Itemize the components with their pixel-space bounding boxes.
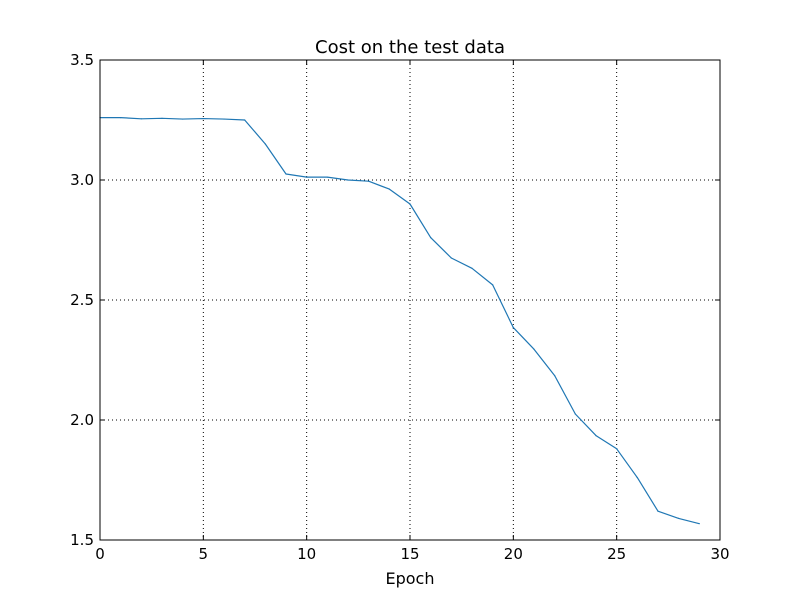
data-point	[202, 117, 204, 120]
y-tick-label: 1.5	[70, 531, 94, 549]
data-point	[285, 173, 287, 175]
x-tick-label: 25	[607, 545, 626, 563]
data-point	[388, 188, 390, 190]
x-tick-label: 15	[400, 545, 419, 563]
data-point	[657, 510, 659, 512]
data-point	[368, 180, 370, 182]
tick-labels: 0 5 10 15 20 25 30 1.5 2.0 2.5 3.0 3.5	[70, 51, 729, 563]
data-point	[182, 118, 184, 120]
data-point	[264, 143, 266, 145]
series-line	[100, 116, 700, 525]
y-tick-label: 3.0	[70, 171, 94, 189]
chart-title: Cost on the test data	[315, 37, 505, 58]
data-point	[450, 257, 452, 259]
data-point	[533, 348, 535, 350]
data-point	[244, 119, 246, 121]
data-point	[347, 179, 349, 181]
data-point	[409, 203, 411, 205]
x-tick-label: 10	[297, 545, 316, 563]
data-point	[512, 327, 514, 329]
data-point	[471, 267, 473, 269]
data-point	[678, 517, 680, 520]
x-tick-label: 30	[710, 545, 729, 563]
data-point	[161, 117, 163, 119]
data-point	[223, 118, 225, 120]
data-point	[306, 176, 308, 178]
data-point	[492, 284, 494, 286]
y-tick-label: 2.5	[70, 291, 94, 309]
x-tick-label: 5	[199, 545, 209, 563]
x-axis-label: Epoch	[386, 569, 435, 588]
data-point	[595, 435, 597, 437]
data-point	[430, 237, 432, 239]
x-tick-label: 0	[95, 545, 105, 563]
data-point	[698, 523, 700, 525]
y-tick-label: 3.5	[70, 51, 94, 69]
data-point	[554, 375, 556, 377]
data-point	[120, 117, 122, 119]
data-point	[574, 413, 576, 415]
x-tick-label: 20	[504, 545, 523, 563]
data-point	[140, 118, 142, 120]
data-point	[636, 477, 638, 479]
data-point	[616, 448, 618, 450]
data-point	[326, 176, 328, 178]
grid-lines	[100, 60, 720, 540]
y-tick-label: 2.0	[70, 411, 94, 429]
axis-ticks	[99, 59, 721, 541]
